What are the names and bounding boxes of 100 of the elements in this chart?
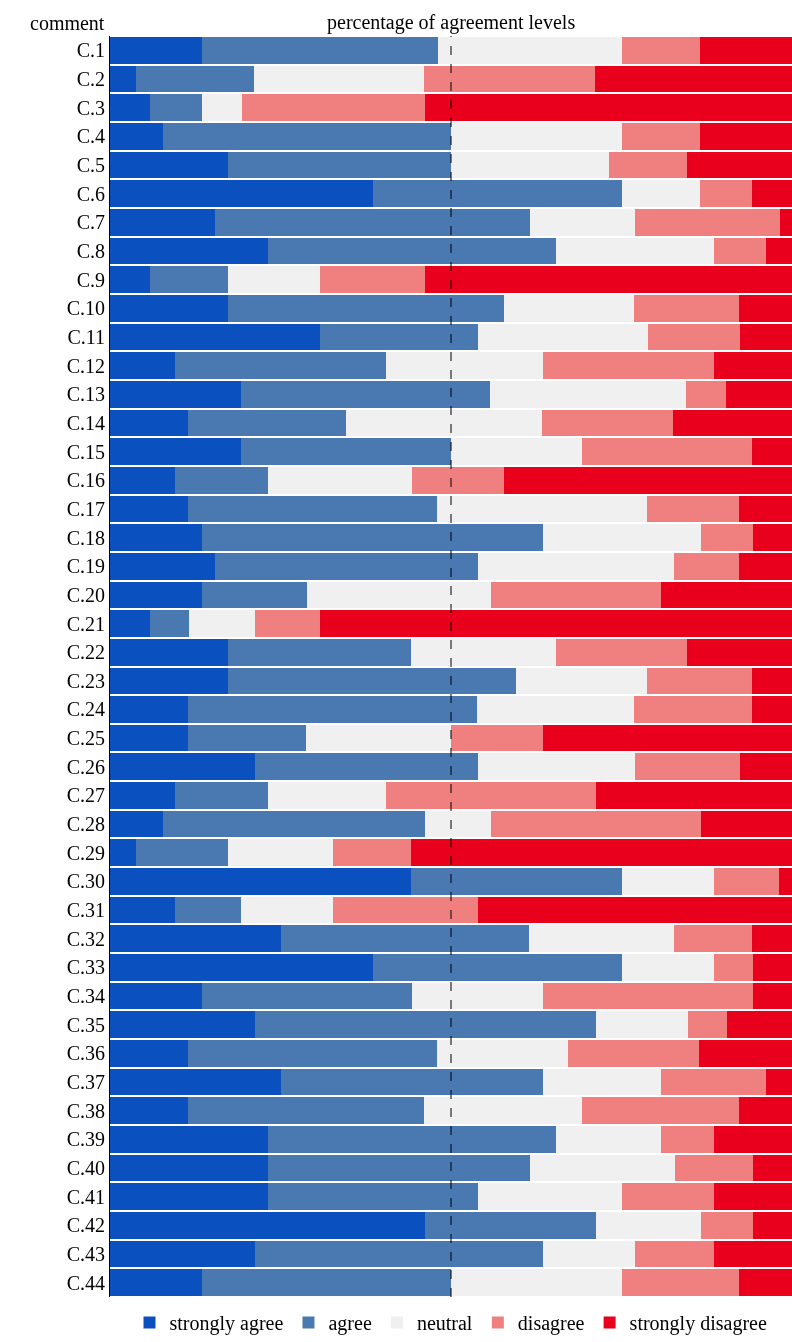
bar — [411, 839, 792, 867]
y-tick-label: C.37 — [66, 1071, 105, 1094]
bar — [162, 122, 451, 150]
bar — [110, 810, 163, 838]
bar — [779, 208, 792, 236]
bar — [240, 896, 334, 924]
bar — [477, 896, 792, 924]
bar — [227, 294, 504, 322]
bar — [333, 896, 478, 924]
bar — [503, 294, 635, 322]
bar — [725, 380, 792, 408]
bar — [451, 122, 622, 150]
bar — [713, 237, 767, 265]
bar — [753, 954, 792, 981]
bar — [254, 1011, 596, 1039]
bar — [227, 839, 334, 867]
y-tick-label: C.16 — [66, 469, 105, 492]
bar — [110, 524, 203, 551]
bar — [542, 409, 674, 437]
bar — [175, 896, 241, 924]
bar — [451, 151, 609, 179]
y-tick-label: C.8 — [76, 239, 105, 262]
bar — [568, 1040, 700, 1067]
bar — [188, 724, 307, 752]
bar — [622, 1183, 715, 1211]
bar — [385, 782, 596, 809]
bar — [175, 466, 268, 494]
bar — [189, 610, 255, 637]
bar — [529, 925, 675, 953]
bar — [661, 1068, 767, 1096]
bar — [661, 581, 792, 609]
y-tick-label: C.15 — [66, 440, 105, 463]
legend-label: agree — [328, 1312, 372, 1336]
bar — [661, 1126, 714, 1153]
bar — [686, 638, 792, 666]
y-tick-label: C.32 — [66, 927, 105, 950]
bar — [713, 1240, 792, 1268]
bar — [700, 1212, 754, 1239]
bar — [713, 868, 780, 895]
bar — [543, 982, 754, 1010]
bar — [215, 208, 531, 236]
bar — [595, 782, 792, 809]
bar — [621, 954, 714, 981]
y-tick-label: C.39 — [66, 1128, 105, 1151]
y-tick-label: C.18 — [66, 526, 105, 549]
x-axis-title: percentage of agreement levels — [327, 11, 576, 34]
y-tick-label: C.20 — [66, 583, 105, 606]
bar — [752, 667, 792, 695]
y-tick-label: C.35 — [66, 1013, 105, 1036]
y-tick-label: C.40 — [66, 1157, 105, 1180]
bar — [188, 1040, 438, 1067]
y-tick-label: C.17 — [66, 497, 105, 520]
bar — [110, 753, 255, 781]
bar — [188, 409, 346, 437]
y-tick-label: C.9 — [76, 268, 105, 291]
bar — [687, 1011, 728, 1039]
bar — [700, 524, 754, 551]
bar — [110, 1212, 426, 1239]
bar — [621, 1269, 740, 1296]
bar — [556, 1126, 662, 1153]
bar — [110, 151, 228, 179]
bar — [543, 1068, 662, 1096]
y-tick-label: C.5 — [76, 153, 105, 176]
bar — [581, 1097, 740, 1125]
bar — [424, 1097, 582, 1125]
bar — [110, 1269, 203, 1296]
y-tick-label: C.19 — [66, 555, 105, 578]
bar — [110, 409, 189, 437]
bar — [714, 1183, 792, 1211]
bar — [241, 94, 426, 121]
bar — [227, 266, 321, 293]
bar — [635, 1240, 714, 1268]
legend-label: neutral — [416, 1312, 473, 1335]
legend-label: disagree — [517, 1312, 585, 1336]
bar — [477, 323, 649, 351]
bar — [215, 552, 478, 580]
y-tick-label: C.43 — [66, 1243, 105, 1266]
bar — [240, 438, 451, 465]
bar — [110, 438, 241, 465]
bar — [267, 782, 386, 809]
bar — [254, 610, 321, 637]
bar — [621, 180, 700, 207]
bar — [686, 151, 792, 179]
bar — [110, 122, 163, 150]
bar — [752, 180, 792, 207]
y-tick-label: C.1 — [76, 39, 105, 62]
bar — [713, 352, 792, 379]
bar — [110, 352, 176, 379]
bar — [110, 237, 268, 265]
y-tick-label: C.36 — [66, 1042, 105, 1065]
bar — [175, 352, 386, 379]
bar — [110, 552, 216, 580]
bar — [110, 982, 203, 1010]
y-tick-label: C.13 — [66, 383, 105, 406]
bar — [490, 581, 662, 609]
bar — [175, 782, 268, 809]
bar — [713, 954, 754, 981]
y-tick-label: C.33 — [66, 956, 105, 979]
y-tick-label: C.26 — [66, 755, 105, 778]
bar — [594, 65, 792, 93]
